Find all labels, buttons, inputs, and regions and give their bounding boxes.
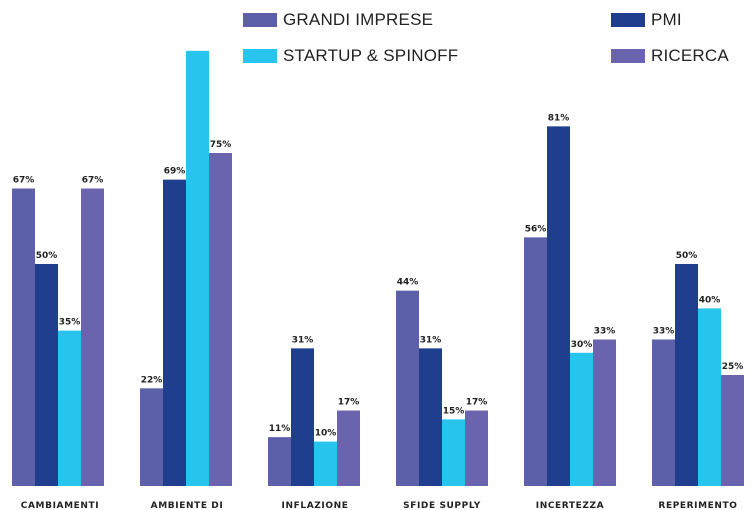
bar-pmi-sfide-supply — [419, 348, 442, 486]
bar-value-label: 35% — [59, 318, 81, 328]
bar-grandi-imprese-incertezza — [524, 237, 547, 486]
legend-label-grandi-imprese: GRANDI IMPRESE — [283, 10, 434, 29]
category-label-sfide-supply: SFIDE SUPPLY — [403, 501, 481, 510]
legend-item-ricerca: RICERCA — [611, 46, 729, 66]
bar-pmi-incertezza — [547, 126, 570, 487]
legend-item-pmi: PMI — [611, 10, 682, 30]
bar-value-label: 56% — [525, 224, 547, 234]
legend-item-grandi-imprese: GRANDI IMPRESE — [243, 10, 433, 30]
legend-swatch-ricerca — [611, 49, 645, 63]
bar-ricerca-reperimento — [721, 375, 744, 486]
bar-grandi-imprese-sfide-supply — [396, 290, 419, 486]
legend-label-ricerca: RICERCA — [651, 46, 729, 65]
bar-value-label: 40% — [699, 295, 721, 305]
category-label-ambiente-di: AMBIENTE DI — [151, 501, 224, 510]
legend-swatch-grandi-imprese — [243, 13, 277, 27]
bar-startup-spinoff-reperimento — [698, 308, 721, 486]
category-label-cambiamenti: CAMBIAMENTI — [21, 501, 99, 510]
bar-grandi-imprese-inflazione — [268, 437, 291, 486]
bar-value-label: 30% — [571, 340, 593, 350]
bar-grandi-imprese-ambiente-di — [140, 388, 163, 486]
bar-value-label: 75% — [210, 140, 232, 150]
legend-swatch-startup-spinoff — [243, 49, 277, 63]
bar-value-label: 11% — [269, 424, 291, 434]
bar-value-label: 67% — [13, 176, 35, 186]
category-label-reperimento: REPERIMENTO — [658, 501, 737, 510]
bar-value-label: 67% — [82, 176, 104, 186]
bar-grandi-imprese-cambiamenti — [12, 188, 35, 486]
bar-value-label: 25% — [722, 362, 744, 372]
bar-value-label: 31% — [292, 335, 314, 345]
bar-startup-spinoff-cambiamenti — [58, 330, 81, 486]
legend-swatch-pmi — [611, 13, 645, 27]
category-label-inflazione: INFLAZIONE — [282, 501, 349, 510]
bar-value-label: 31% — [420, 335, 442, 345]
bar-value-label: 69% — [164, 167, 186, 177]
bar-grandi-imprese-reperimento — [652, 339, 675, 486]
bar-ricerca-inflazione — [337, 410, 360, 486]
bar-value-label: 50% — [36, 251, 58, 261]
bar-startup-spinoff-incertezza — [570, 352, 593, 486]
bar-startup-spinoff-sfide-supply — [442, 419, 465, 486]
bar-value-label: 17% — [338, 398, 360, 408]
bar-ricerca-ambiente-di — [209, 153, 232, 486]
bar-ricerca-incertezza — [593, 339, 616, 486]
legend-label-startup-spinoff: STARTUP & SPINOFF — [283, 46, 459, 65]
legend-item-startup-spinoff: STARTUP & SPINOFF — [243, 46, 458, 66]
bar-pmi-inflazione — [291, 348, 314, 486]
bar-ricerca-sfide-supply — [465, 410, 488, 486]
bar-value-label: 33% — [653, 326, 675, 336]
category-label-incertezza: INCERTEZZA — [536, 501, 604, 510]
bar-value-label: 50% — [676, 251, 698, 261]
bar-value-label: 33% — [594, 326, 616, 336]
bar-startup-spinoff-ambiente-di — [186, 50, 209, 486]
bar-value-label: 81% — [548, 113, 570, 123]
legend-label-pmi: PMI — [651, 10, 682, 29]
bar-value-label: 22% — [141, 375, 163, 385]
bar-ricerca-cambiamenti — [81, 188, 104, 486]
bar-value-label: 10% — [315, 429, 337, 439]
bar-pmi-ambiente-di — [163, 179, 186, 486]
bar-value-label: 15% — [443, 406, 465, 416]
bar-value-label: 17% — [466, 398, 488, 408]
bar-pmi-reperimento — [675, 264, 698, 486]
bar-value-label: 44% — [397, 278, 419, 288]
bar-startup-spinoff-inflazione — [314, 441, 337, 486]
bar-pmi-cambiamenti — [35, 264, 58, 486]
